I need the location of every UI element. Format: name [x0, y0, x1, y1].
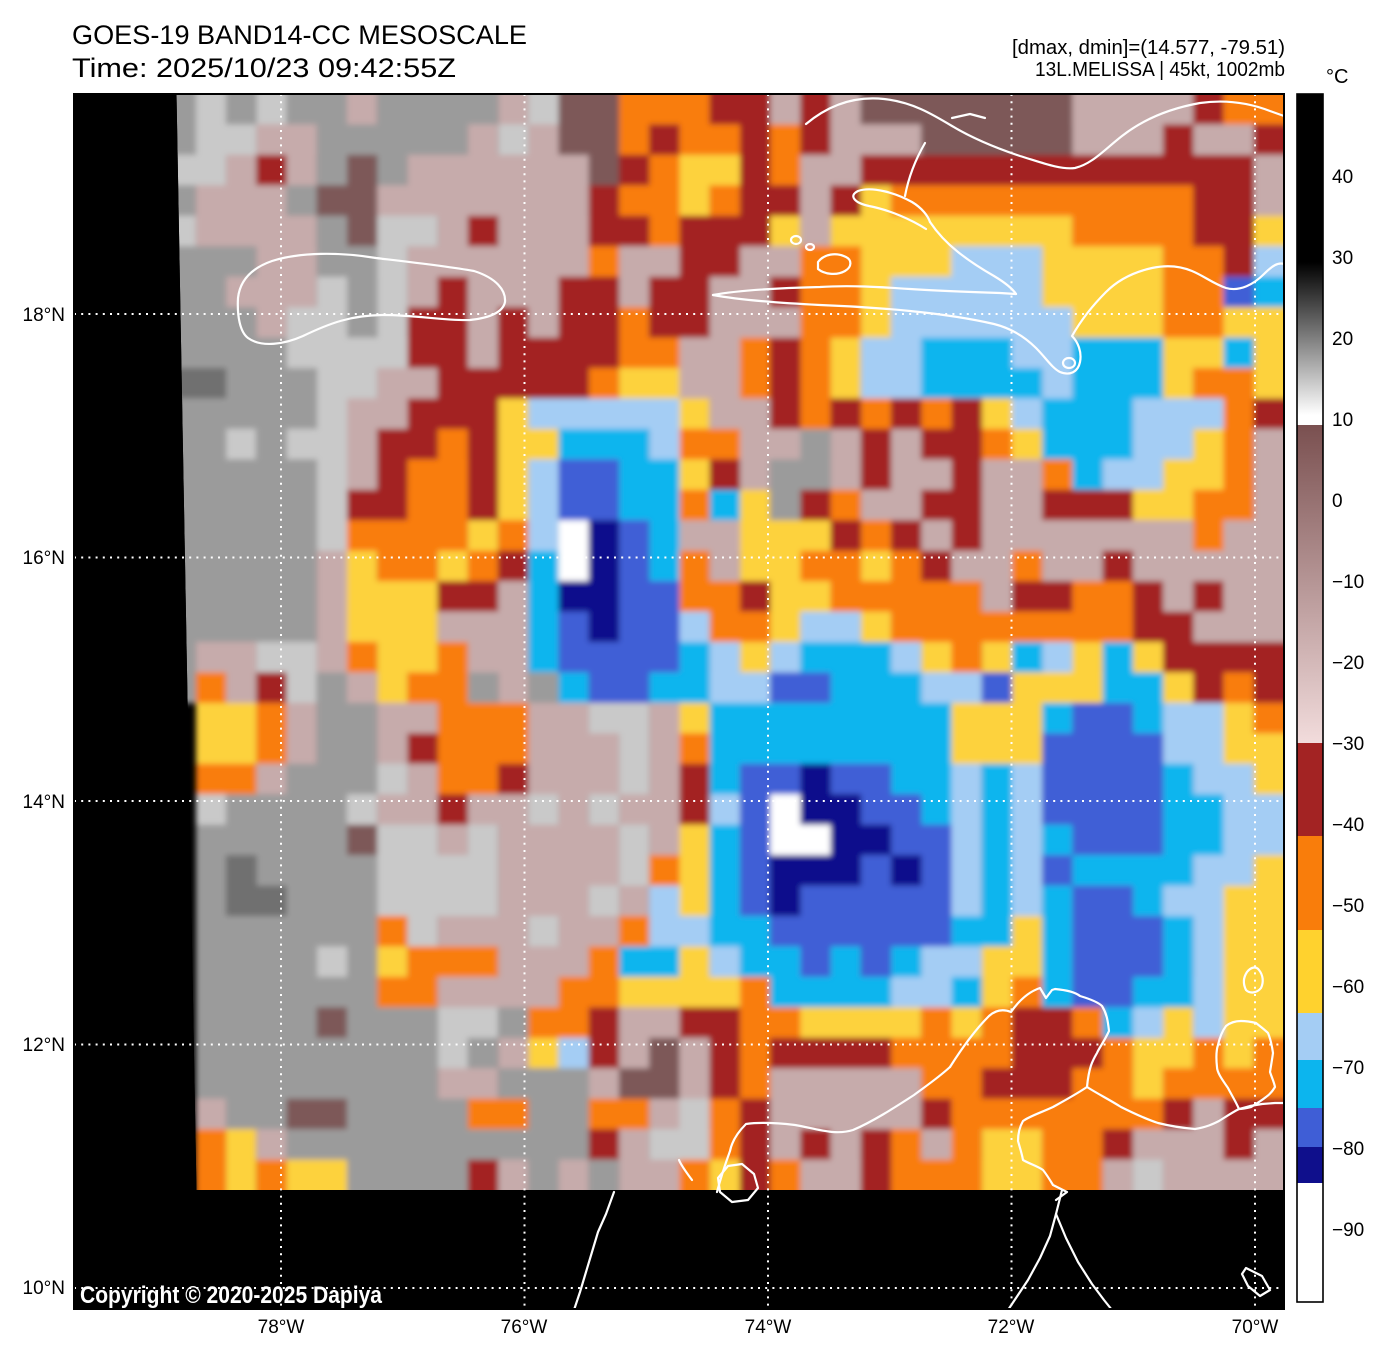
svg-text:78°W: 78°W [258, 1317, 305, 1338]
svg-text:−20: −20 [1332, 653, 1364, 674]
svg-text:20: 20 [1332, 329, 1353, 350]
svg-text:13L.MELISSA | 45kt, 1002mb: 13L.MELISSA | 45kt, 1002mb [1035, 59, 1285, 81]
svg-text:72°W: 72°W [988, 1317, 1035, 1338]
svg-text:°C: °C [1326, 66, 1348, 88]
svg-text:Time: 2025/10/23 09:42:55Z: Time: 2025/10/23 09:42:55Z [72, 53, 456, 83]
svg-text:70°W: 70°W [1232, 1317, 1279, 1338]
svg-text:−70: −70 [1332, 1058, 1364, 1079]
svg-text:16°N: 16°N [23, 548, 65, 569]
svg-text:12°N: 12°N [23, 1035, 65, 1056]
svg-text:−60: −60 [1332, 977, 1364, 998]
svg-text:10: 10 [1332, 410, 1353, 431]
svg-text:Copyright © 2020-2025 Dapiya: Copyright © 2020-2025 Dapiya [80, 1282, 383, 1309]
svg-text:74°W: 74°W [745, 1317, 792, 1338]
svg-text:14°N: 14°N [23, 792, 65, 813]
svg-text:30: 30 [1332, 248, 1353, 269]
svg-text:18°N: 18°N [23, 305, 65, 326]
svg-text:−90: −90 [1332, 1220, 1364, 1241]
svg-text:−50: −50 [1332, 896, 1364, 917]
svg-text:40: 40 [1332, 167, 1353, 188]
svg-text:−80: −80 [1332, 1139, 1364, 1160]
svg-text:−10: −10 [1332, 572, 1364, 593]
svg-text:0: 0 [1332, 491, 1343, 512]
svg-text:GOES-19 BAND14-CC MESOSCALE: GOES-19 BAND14-CC MESOSCALE [72, 20, 527, 50]
svg-text:[dmax, dmin]=(14.577, -79.51): [dmax, dmin]=(14.577, -79.51) [1012, 37, 1285, 59]
svg-text:10°N: 10°N [23, 1278, 65, 1299]
svg-text:76°W: 76°W [501, 1317, 548, 1338]
svg-text:−30: −30 [1332, 734, 1364, 755]
svg-text:−40: −40 [1332, 815, 1364, 836]
